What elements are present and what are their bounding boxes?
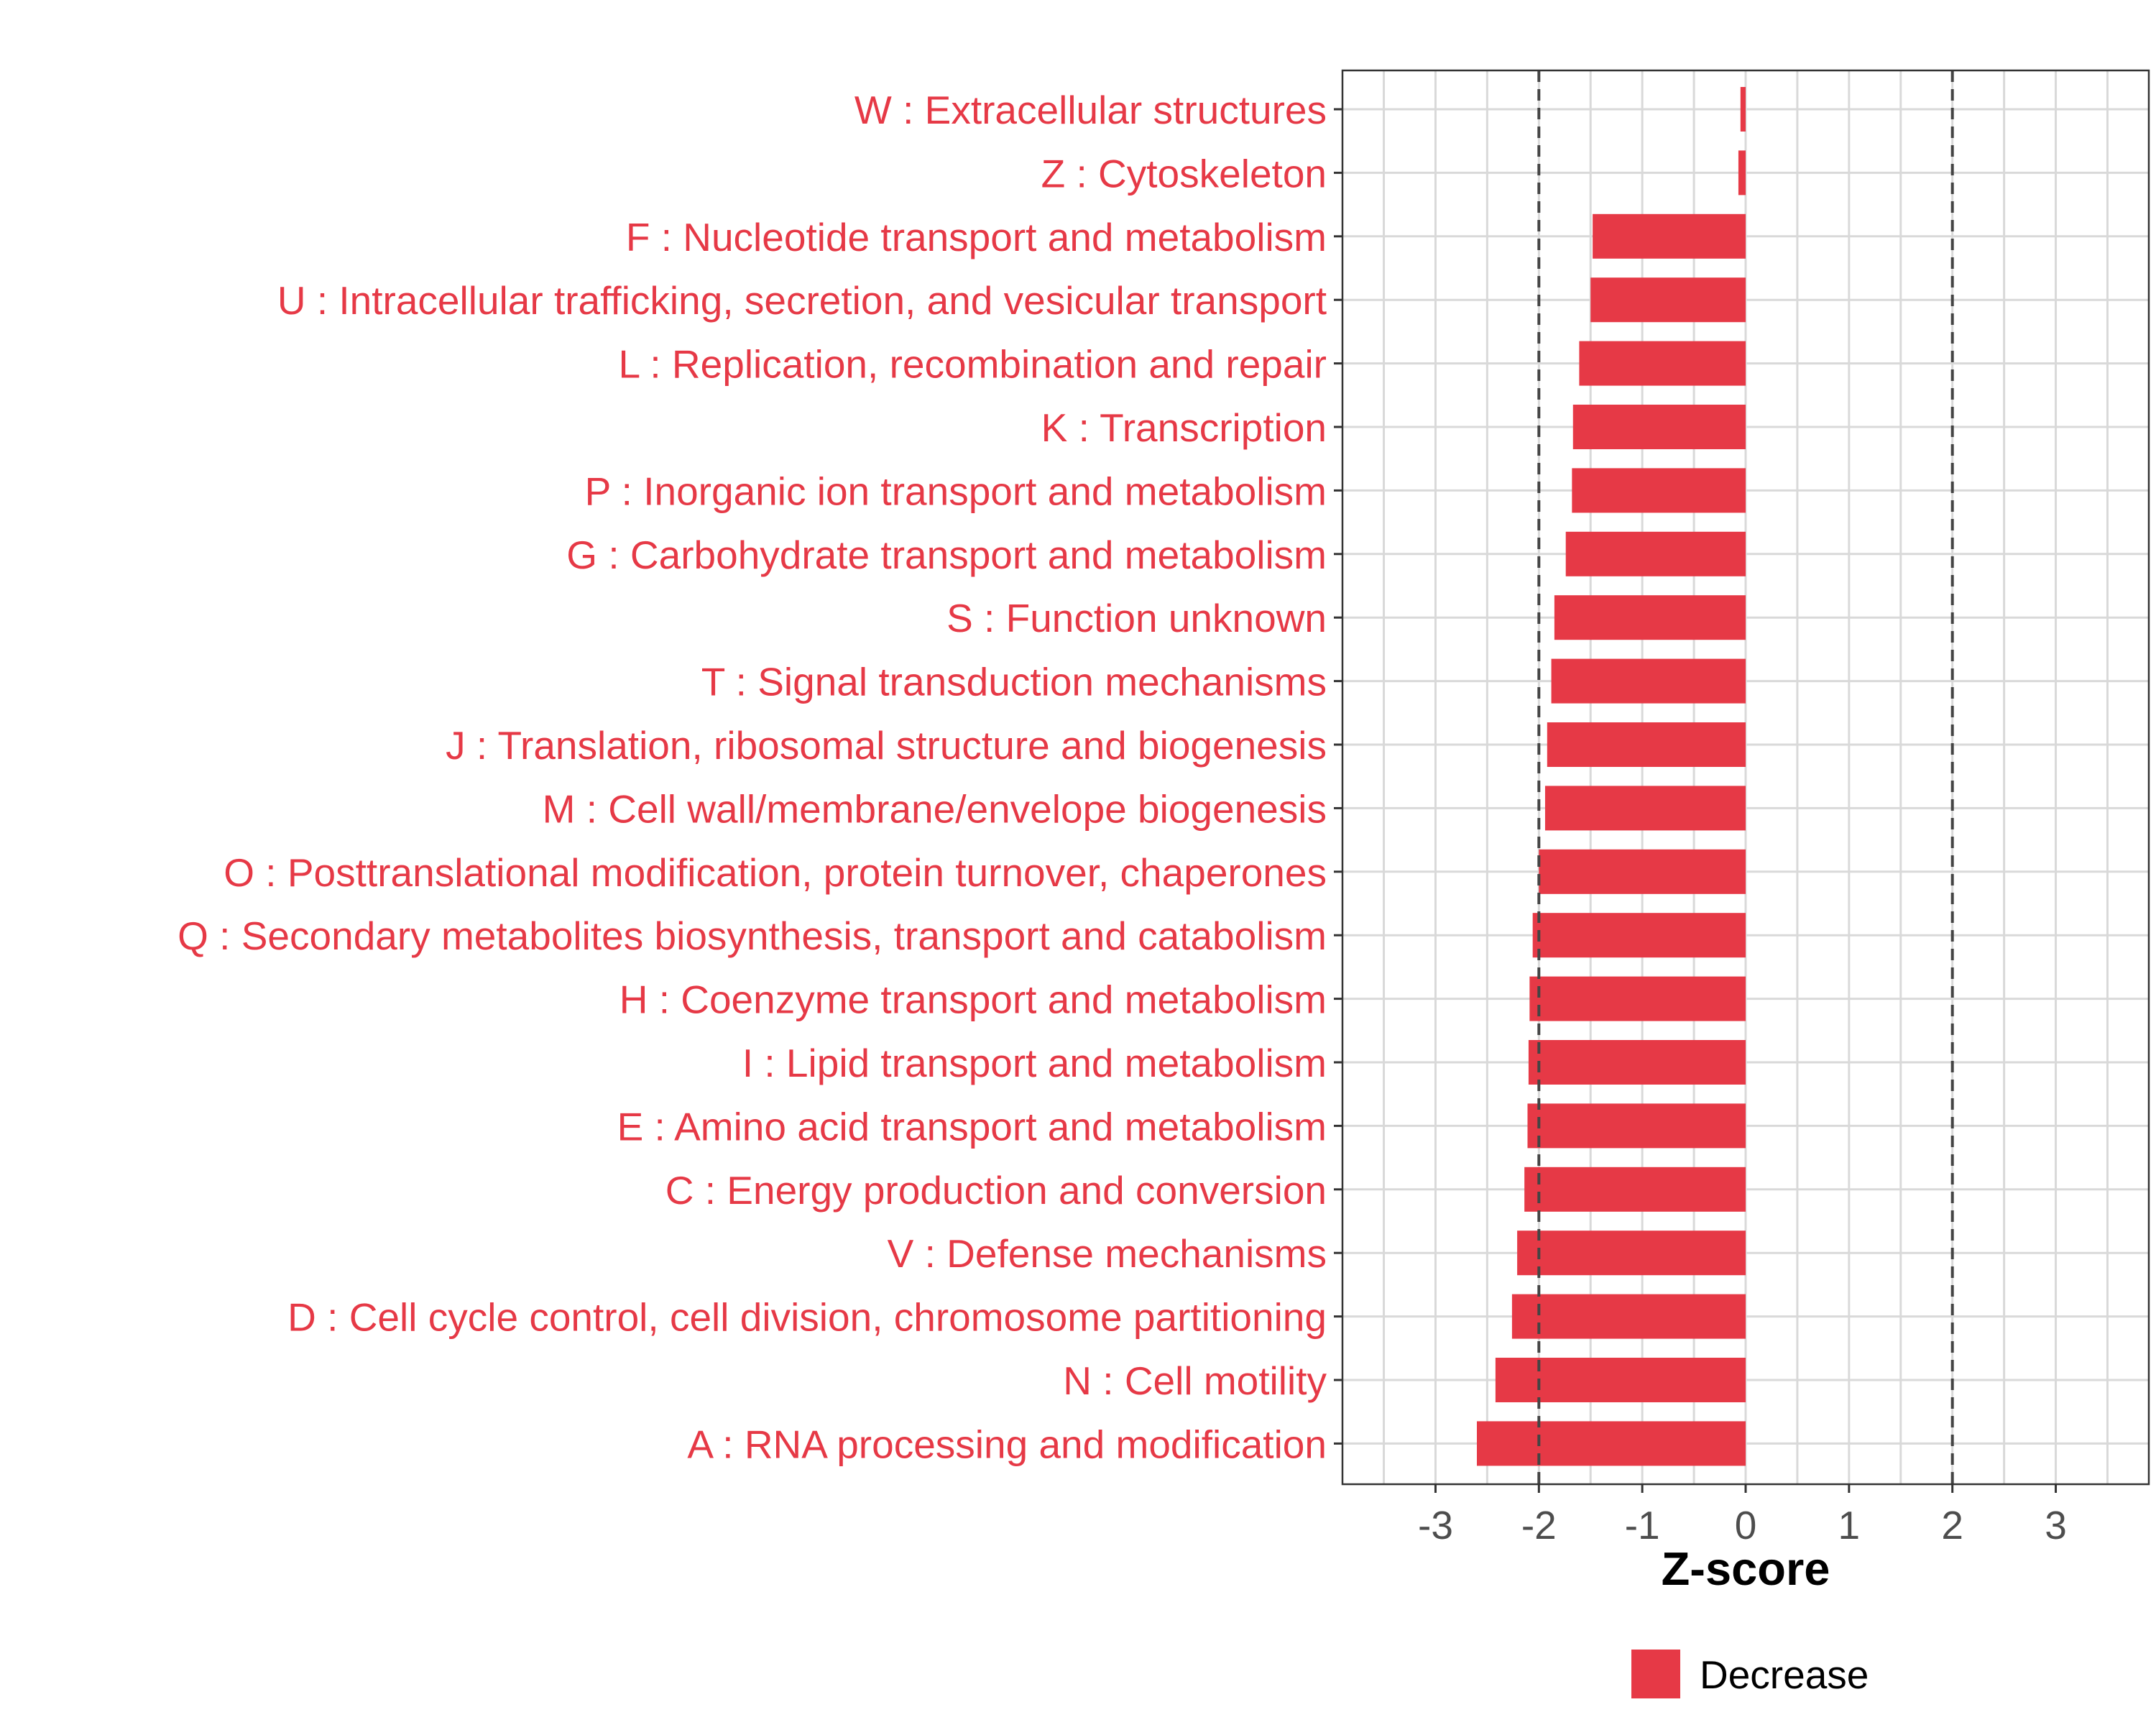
bar-n <box>1495 1358 1746 1402</box>
bar-p <box>1572 468 1746 513</box>
category-label: L : Replication, recombination and repai… <box>619 342 1327 387</box>
legend: Decrease <box>1631 1650 1869 1698</box>
category-label: O : Posttranslational modification, prot… <box>224 850 1327 895</box>
reference-lines <box>1537 70 1954 1484</box>
bar-z <box>1738 150 1746 196</box>
category-label: H : Coenzyme transport and metabolism <box>619 978 1327 1022</box>
bar-u <box>1590 277 1746 323</box>
bar-l <box>1579 341 1746 386</box>
category-label: G : Carbohydrate transport and metabolis… <box>566 533 1327 577</box>
category-label: P : Inorganic ion transport and metaboli… <box>585 469 1327 513</box>
bar-c <box>1524 1167 1746 1212</box>
category-label: J : Translation, ribosomal structure and… <box>446 723 1327 768</box>
bar-h <box>1529 976 1746 1021</box>
x-tick-label: 0 <box>1735 1503 1757 1547</box>
category-label: E : Amino acid transport and metabolism <box>617 1104 1327 1149</box>
bar-w <box>1740 87 1746 132</box>
category-label: D : Cell cycle control, cell division, c… <box>287 1295 1327 1340</box>
category-label: I : Lipid transport and metabolism <box>742 1041 1327 1085</box>
category-label: Q : Secondary metabolites biosynthesis, … <box>178 914 1327 958</box>
category-label: W : Extracellular structures <box>854 88 1327 132</box>
bar-k <box>1572 405 1746 449</box>
category-label: F : Nucleotide transport and metabolism <box>626 215 1327 259</box>
category-label: S : Function unknown <box>946 596 1327 640</box>
bar-e <box>1527 1103 1746 1149</box>
bar-d <box>1511 1294 1746 1339</box>
x-tick-label: -2 <box>1521 1503 1557 1547</box>
category-label: Z : Cytoskeleton <box>1041 151 1327 196</box>
bar-t <box>1551 658 1746 704</box>
category-label: K : Transcription <box>1041 405 1327 450</box>
x-tick-labels: -3 -2 -1 0 1 2 3 <box>1418 1503 2067 1547</box>
category-label: V : Defense mechanisms <box>888 1231 1327 1276</box>
x-axis-title: Z-score <box>1662 1542 1830 1595</box>
category-label: A : RNA processing and modification <box>687 1422 1327 1466</box>
category-label: N : Cell motility <box>1063 1358 1327 1403</box>
legend-label-decrease: Decrease <box>1700 1652 1869 1697</box>
bar-s <box>1554 595 1746 640</box>
category-label: U : Intracellular trafficking, secretion… <box>277 278 1327 323</box>
category-label: T : Signal transduction mechanisms <box>701 660 1327 704</box>
bar-g <box>1565 531 1746 576</box>
x-tick-label: 3 <box>2045 1503 2067 1547</box>
bar-q <box>1532 913 1746 958</box>
bar-m <box>1544 786 1746 831</box>
x-tick-label: 2 <box>1941 1503 1963 1547</box>
bars <box>1477 87 1746 1466</box>
bar-a <box>1477 1421 1746 1466</box>
x-tick-label: -3 <box>1418 1503 1453 1547</box>
bar-o <box>1539 849 1746 894</box>
bar-f <box>1593 213 1746 259</box>
bar-j <box>1547 722 1746 767</box>
x-tick-label: -1 <box>1625 1503 1660 1547</box>
category-labels: W : Extracellular structures Z : Cytoskel… <box>178 88 1327 1466</box>
bar-v <box>1517 1230 1746 1276</box>
bar-i <box>1528 1040 1746 1085</box>
category-label: C : Energy production and conversion <box>665 1168 1327 1213</box>
category-label: M : Cell wall/membrane/envelope biogenes… <box>543 786 1327 831</box>
x-tick-label: 1 <box>1838 1503 1861 1547</box>
legend-key-decrease <box>1631 1650 1680 1698</box>
axis-ticks <box>1334 108 2058 1493</box>
